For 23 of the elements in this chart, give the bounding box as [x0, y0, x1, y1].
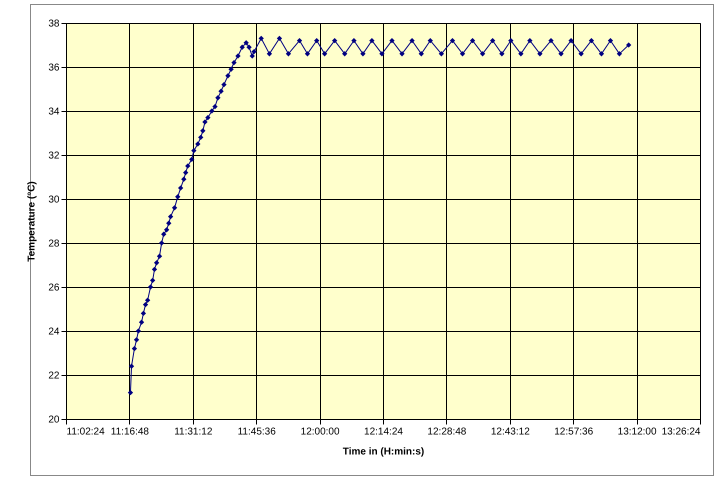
x-tick-label: 11:02:24	[66, 426, 106, 438]
x-tick-label: 12:28:48	[427, 426, 467, 438]
y-tick-label: 26	[48, 282, 60, 294]
y-tick-label: 24	[48, 326, 60, 338]
x-tick-label: 11:45:36	[238, 426, 276, 438]
y-tick-label: 20	[48, 414, 60, 426]
y-tick-label: 30	[48, 194, 60, 206]
x-axis-title: Time in (H:min:s)	[342, 446, 424, 458]
x-tick-label: 13:12:00	[618, 426, 657, 438]
y-tick-label: 38	[48, 18, 60, 30]
y-tick-label: 32	[48, 150, 60, 162]
y-tick-label: 36	[48, 62, 60, 74]
x-tick-label: 12:00:00	[300, 426, 340, 438]
y-axis-title: Temperature (°C)	[26, 181, 38, 262]
y-tick-label: 34	[48, 106, 60, 118]
x-tick-label: 11:16:48	[110, 426, 150, 438]
y-tick-label: 22	[48, 370, 60, 382]
x-tick-label: 13:26:24	[662, 426, 701, 438]
x-tick-label: 11:31:12	[174, 426, 213, 438]
x-tick-label: 12:57:36	[554, 426, 594, 438]
y-tick-label: 28	[48, 238, 60, 250]
x-tick-label: 12:43:12	[490, 426, 530, 438]
x-tick-label: 12:14:24	[364, 426, 404, 438]
